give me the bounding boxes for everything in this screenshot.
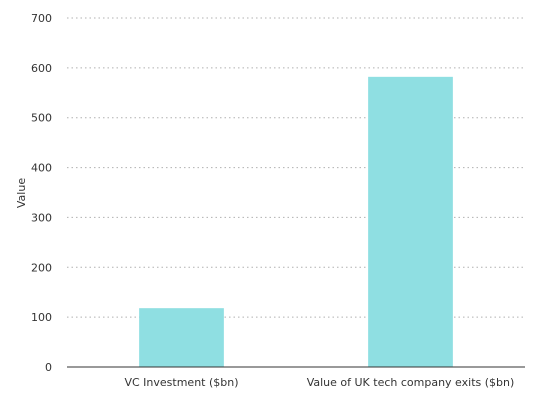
y-tick-label-200: 200 [31, 261, 52, 274]
y-tick-label-500: 500 [31, 112, 52, 125]
gridlines [67, 17, 525, 318]
x-tick-label-1: Value of UK tech company exits ($bn) [307, 376, 515, 389]
y-axis-title: Value [15, 178, 28, 208]
y-tick-label-300: 300 [31, 211, 52, 224]
bar-0 [139, 308, 224, 367]
y-tick-label-100: 100 [31, 311, 52, 324]
x-tick-label-0: VC Investment ($bn) [124, 376, 238, 389]
axes: 0 100 200 300 400 500 600 700 VC Investment ($bn… [31, 12, 525, 389]
y-tick-label-400: 400 [31, 162, 52, 175]
bars [139, 76, 453, 368]
y-tick-label-700: 700 [31, 12, 52, 25]
bar-1 [368, 76, 453, 368]
y-tick-label-600: 600 [31, 62, 52, 75]
y-tick-label-0: 0 [45, 361, 52, 374]
